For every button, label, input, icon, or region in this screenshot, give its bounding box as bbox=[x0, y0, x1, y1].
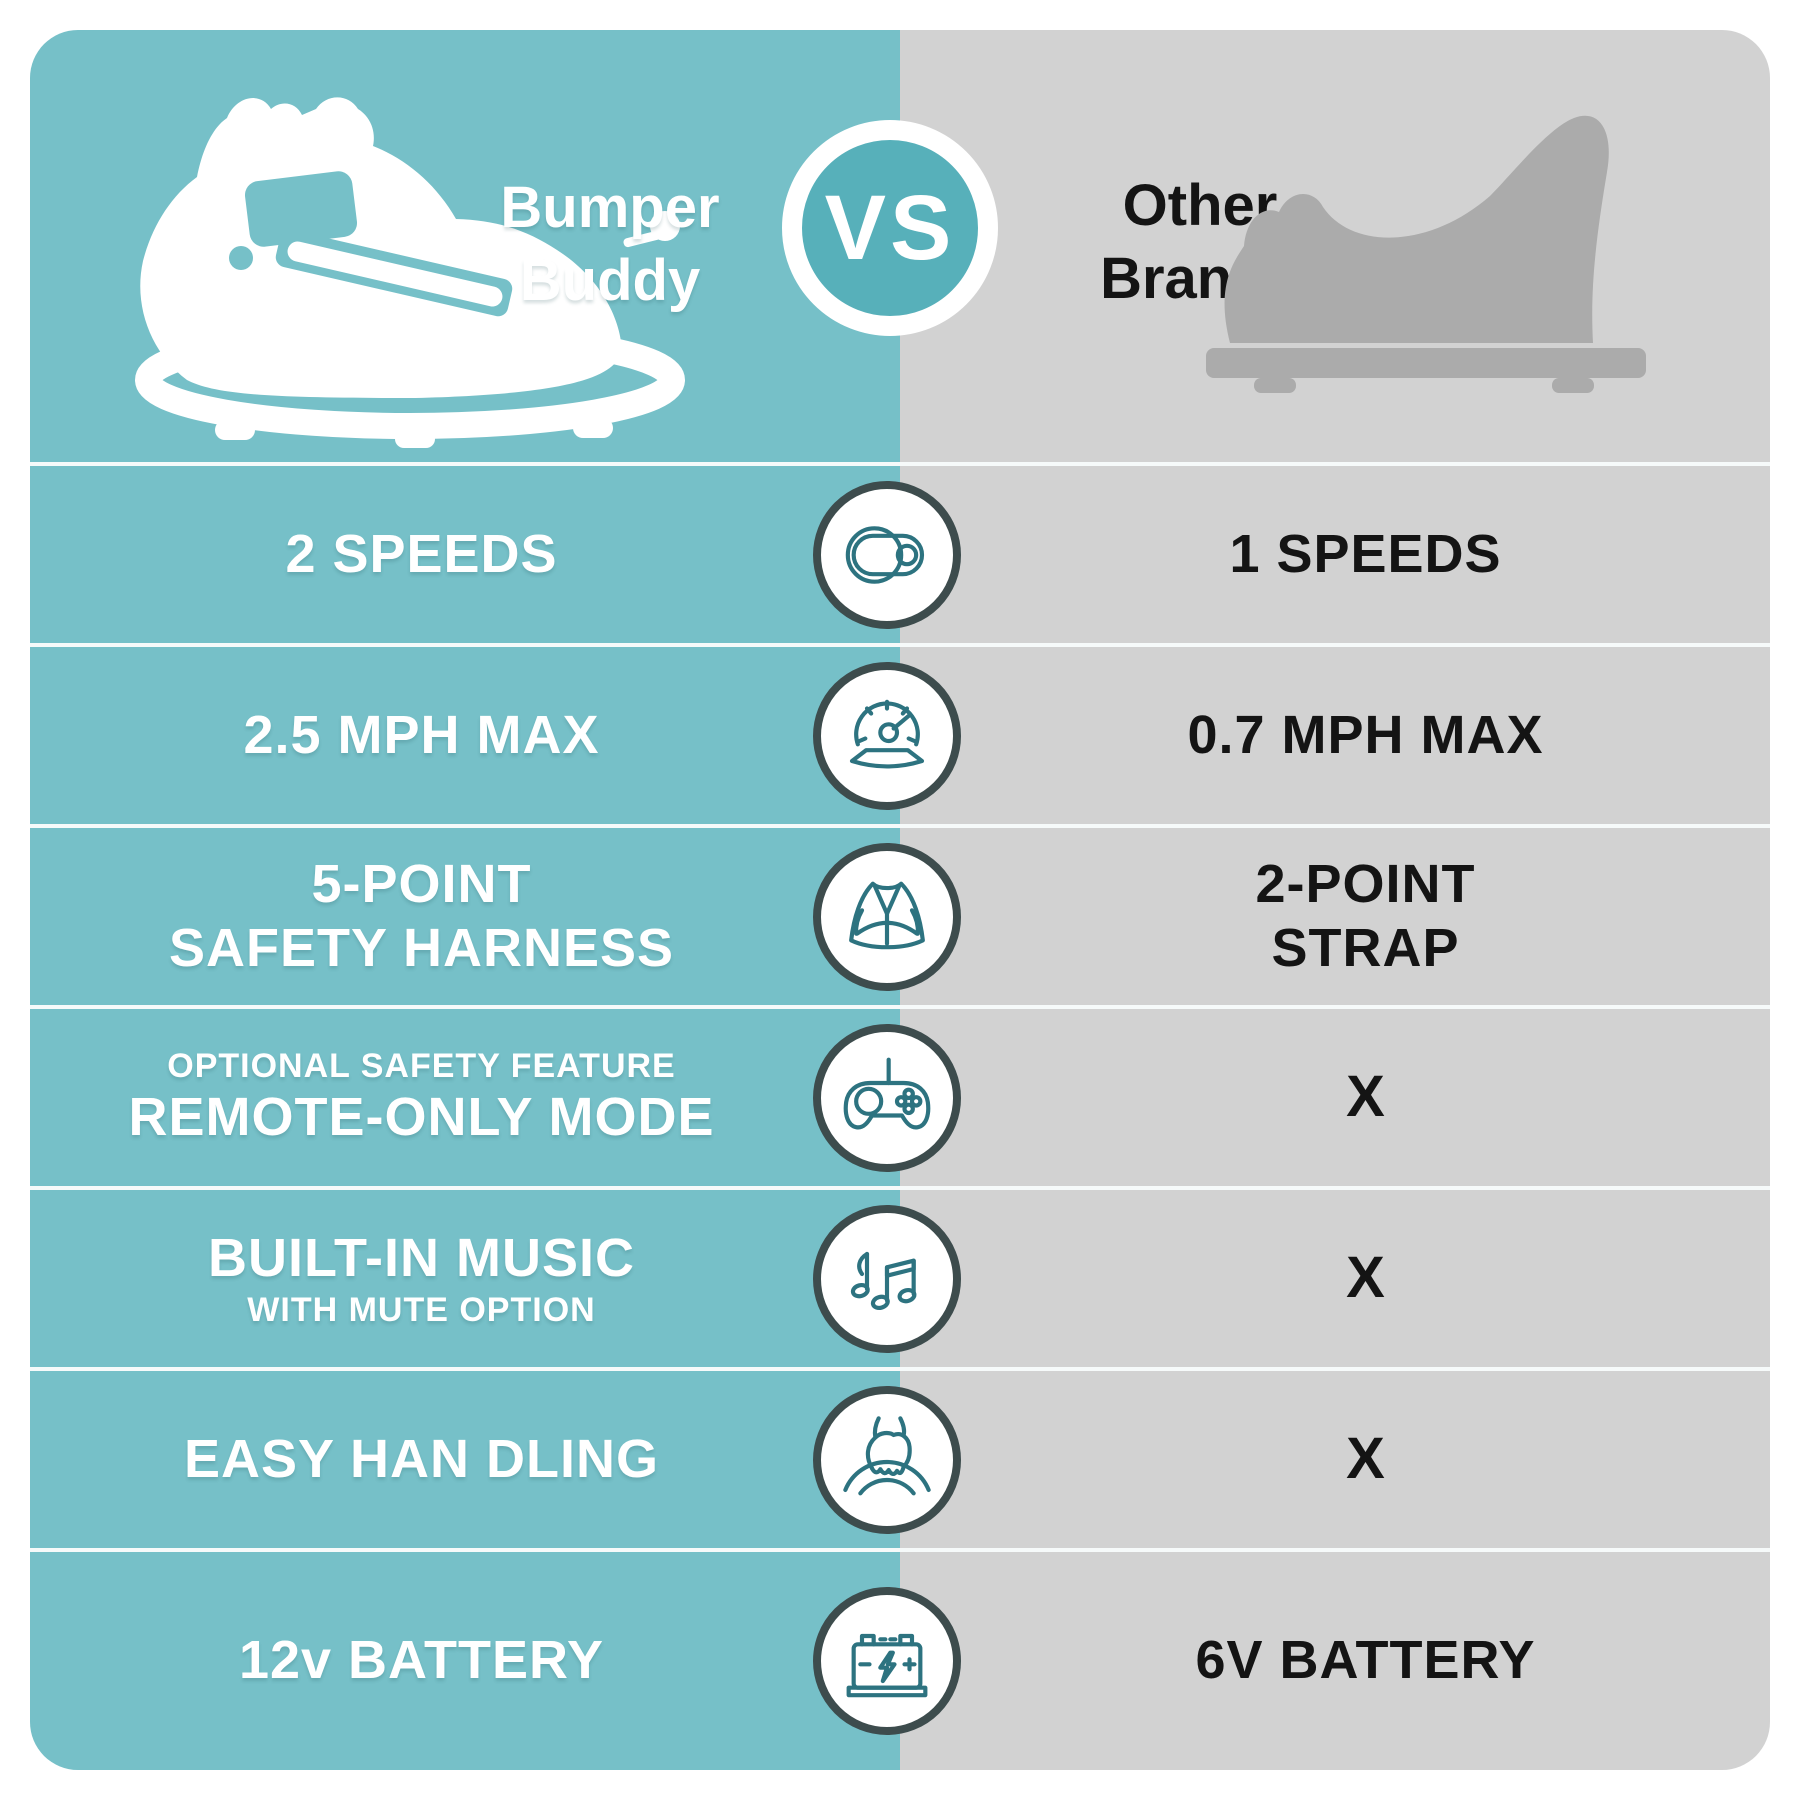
bumper-buddy-value: 5-POINT SAFETY HARNESS bbox=[30, 853, 813, 980]
brand-left-line1: Bumper bbox=[500, 175, 720, 240]
feature-text: 6V BATTERY bbox=[1195, 1630, 1536, 1691]
bumper-buddy-car-icon bbox=[135, 97, 685, 448]
feature-row-music: BUILT-IN MUSIC WITH MUTE OPTION X bbox=[30, 1190, 1770, 1371]
steering-wheel-hand-icon bbox=[813, 1385, 961, 1534]
feature-text: 2-POINT bbox=[1255, 853, 1476, 914]
feature-text: STRAP bbox=[1271, 917, 1460, 978]
game-controller-icon bbox=[813, 1023, 961, 1172]
toggle-switch-icon bbox=[813, 480, 961, 629]
feature-text: EASY HAN DLING bbox=[183, 1428, 660, 1489]
feature-subtext: WITH MUTE OPTION bbox=[247, 1291, 596, 1330]
other-brand-value: 1 SPEEDS bbox=[961, 523, 1770, 587]
feature-row-max-speed: 2.5 MPH MAX 0.7 MPH MAX bbox=[30, 647, 1770, 828]
feature-text: 1 SPEEDS bbox=[1229, 523, 1502, 584]
feature-text: REMOTE-ONLY MODE bbox=[128, 1086, 715, 1147]
feature-row-speeds: 2 SPEEDS 1 SPEEDS bbox=[30, 466, 1770, 647]
car-battery-icon bbox=[813, 1587, 961, 1735]
feature-text: 2 SPEEDS bbox=[285, 523, 558, 584]
feature-row-handling: EASY HAN DLING X bbox=[30, 1371, 1770, 1552]
feature-text: 12v BATTERY bbox=[238, 1630, 605, 1691]
feature-text: SAFETY HARNESS bbox=[168, 917, 675, 978]
vs-label: VS bbox=[824, 176, 956, 279]
bumper-buddy-value: 12v BATTERY bbox=[30, 1629, 813, 1693]
bumper-buddy-value: EASY HAN DLING bbox=[30, 1428, 813, 1492]
feature-text: 2.5 MPH MAX bbox=[243, 704, 600, 765]
other-brand-value: 2-POINT STRAP bbox=[961, 853, 1770, 980]
safety-harness-icon bbox=[813, 842, 961, 991]
other-brand-value: X bbox=[961, 1063, 1770, 1131]
other-brand-value: X bbox=[961, 1244, 1770, 1312]
other-brand-walker-icon bbox=[1206, 115, 1646, 393]
bumper-buddy-value: BUILT-IN MUSIC WITH MUTE OPTION bbox=[30, 1227, 813, 1331]
comparison-card: Bumper Buddy VS Other Brands 2 SPEEDS bbox=[30, 30, 1770, 1770]
other-brand-value: 0.7 MPH MAX bbox=[961, 704, 1770, 768]
brand-name-left: Bumper Buddy bbox=[460, 172, 760, 317]
bumper-buddy-value: OPTIONAL SAFETY FEATURE REMOTE-ONLY MODE bbox=[30, 1046, 813, 1150]
speedometer-icon bbox=[813, 661, 961, 810]
feature-row-battery: 12v BATTERY 6V BATTERY bbox=[30, 1552, 1770, 1770]
feature-text: 0.7 MPH MAX bbox=[1187, 704, 1544, 765]
bumper-buddy-value: 2.5 MPH MAX bbox=[30, 704, 813, 768]
bumper-buddy-value: 2 SPEEDS bbox=[30, 523, 813, 587]
feature-text: X bbox=[1346, 1426, 1385, 1492]
feature-text: X bbox=[1346, 1245, 1385, 1311]
feature-row-remote-mode: OPTIONAL SAFETY FEATURE REMOTE-ONLY MODE… bbox=[30, 1009, 1770, 1190]
other-brand-value: X bbox=[961, 1425, 1770, 1493]
feature-text: X bbox=[1346, 1064, 1385, 1130]
brand-left-line2: Buddy bbox=[519, 247, 701, 313]
feature-subtext: OPTIONAL SAFETY FEATURE bbox=[167, 1046, 676, 1085]
feature-text: BUILT-IN MUSIC bbox=[208, 1227, 635, 1288]
feature-text: 5-POINT bbox=[311, 853, 532, 914]
vs-badge: VS bbox=[782, 120, 998, 336]
feature-row-harness: 5-POINT SAFETY HARNESS 2-POINT STRAP bbox=[30, 828, 1770, 1009]
header: Bumper Buddy VS Other Brands bbox=[30, 30, 1770, 466]
other-brand-value: 6V BATTERY bbox=[961, 1629, 1770, 1693]
music-notes-icon bbox=[813, 1204, 961, 1353]
